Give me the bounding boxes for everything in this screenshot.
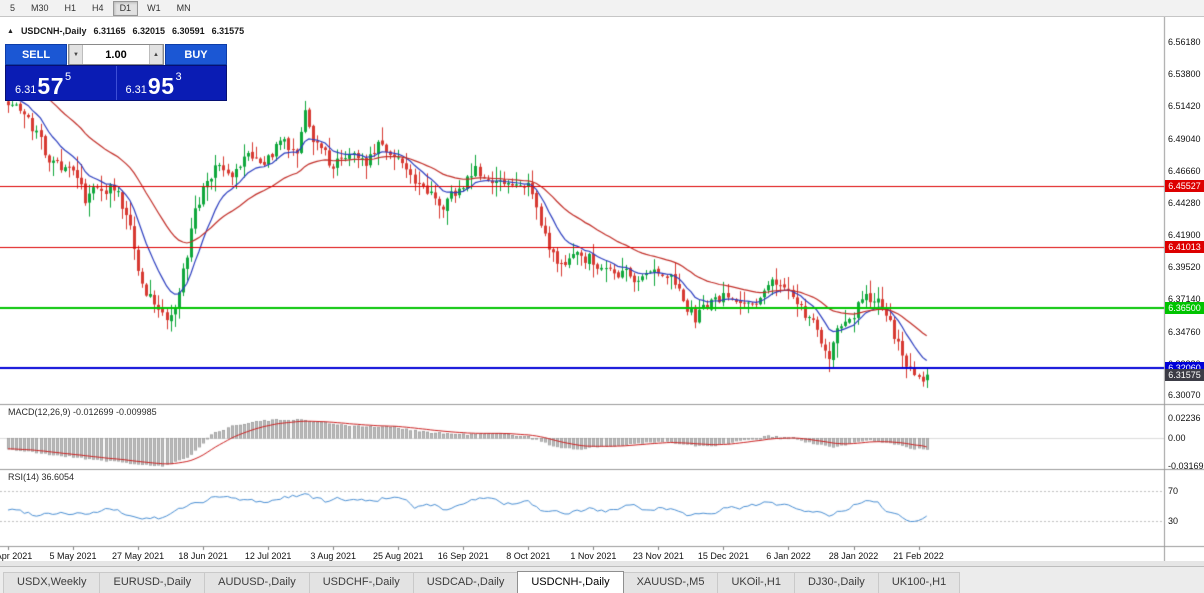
volume-control: ▼ ▲ <box>68 44 164 65</box>
chart-ohlc-header: ▲ USDCNH-,Daily 6.31165 6.32015 6.30591 … <box>7 26 244 36</box>
sell-price-big-digits: 57 <box>37 72 65 99</box>
ohlc-close: 6.31575 <box>211 26 245 36</box>
buy-price-big-digits: 95 <box>147 72 175 99</box>
chart-tab-ukoil-h1[interactable]: UKOil-,H1 <box>717 572 795 593</box>
volume-increase-button[interactable]: ▲ <box>149 45 163 64</box>
period-button-h4[interactable]: H4 <box>85 1 111 16</box>
period-button-m30[interactable]: M30 <box>24 1 56 16</box>
chart-tabbar: USDX,Weekly EURUSD-,Daily AUDUSD-,Daily USD… <box>0 566 1204 593</box>
buy-price-pip-digit: 3 <box>175 71 182 83</box>
volume-input[interactable] <box>83 45 149 64</box>
chart-tab-xauusd-m5[interactable]: XAUUSD-,M5 <box>622 572 719 593</box>
chart-tab-audusd-daily[interactable]: AUDUSD-,Daily <box>204 572 310 593</box>
timeframe-toolbar: 5 M30 H1 H4 D1 W1 MN <box>0 0 1204 17</box>
chart-tab-usdcnh-daily[interactable]: USDCNH-,Daily <box>517 571 624 593</box>
sell-price-pip-digit: 5 <box>65 71 72 83</box>
chart-area[interactable]: MACD(12,26,9) -0.012699 -0.009985 RSI(14… <box>0 17 1204 561</box>
buy-price-display[interactable]: 6.31 95 3 <box>115 66 227 100</box>
sell-price-prefix: 6.31 <box>15 84 37 97</box>
chart-symbol-title: USDCNH-,Daily <box>20 26 87 36</box>
chart-tab-usdcad-daily[interactable]: USDCAD-,Daily <box>412 572 519 593</box>
chart-tab-usdx-weekly[interactable]: USDX,Weekly <box>3 572 101 593</box>
period-button-h1[interactable]: H1 <box>58 1 84 16</box>
volume-increase-icon: ▲ <box>153 51 159 58</box>
buy-price-prefix: 6.31 <box>125 84 147 97</box>
period-button-5[interactable]: 5 <box>3 1 22 16</box>
period-button-mn[interactable]: MN <box>170 1 198 16</box>
period-button-w1[interactable]: W1 <box>140 1 168 16</box>
period-button-d1[interactable]: D1 <box>112 0 139 16</box>
sell-price-display[interactable]: 6.31 57 5 <box>6 66 116 100</box>
one-click-trading-widget: SELL ▼ ▲ BUY 6.31 57 5 6.31 95 3 <box>5 44 227 101</box>
chart-tab-uk100-h1[interactable]: UK100-,H1 <box>877 572 961 593</box>
collapse-trade-panel-icon[interactable]: ▲ <box>7 27 14 35</box>
volume-decrease-icon: ▼ <box>73 51 79 58</box>
ohlc-open: 6.31165 <box>93 26 126 36</box>
chart-tab-dj30-daily[interactable]: DJ30-,Daily <box>793 572 879 593</box>
chart-tab-eurusd-daily[interactable]: EURUSD-,Daily <box>99 572 206 593</box>
sell-button[interactable]: SELL <box>5 44 67 65</box>
volume-decrease-button[interactable]: ▼ <box>69 45 83 64</box>
price-chart-canvas[interactable] <box>0 17 1204 561</box>
buy-button[interactable]: BUY <box>165 44 227 65</box>
chart-tab-usdchf-daily[interactable]: USDCHF-,Daily <box>308 572 414 593</box>
ohlc-high: 6.32015 <box>132 26 166 36</box>
ohlc-low: 6.30591 <box>172 26 205 36</box>
